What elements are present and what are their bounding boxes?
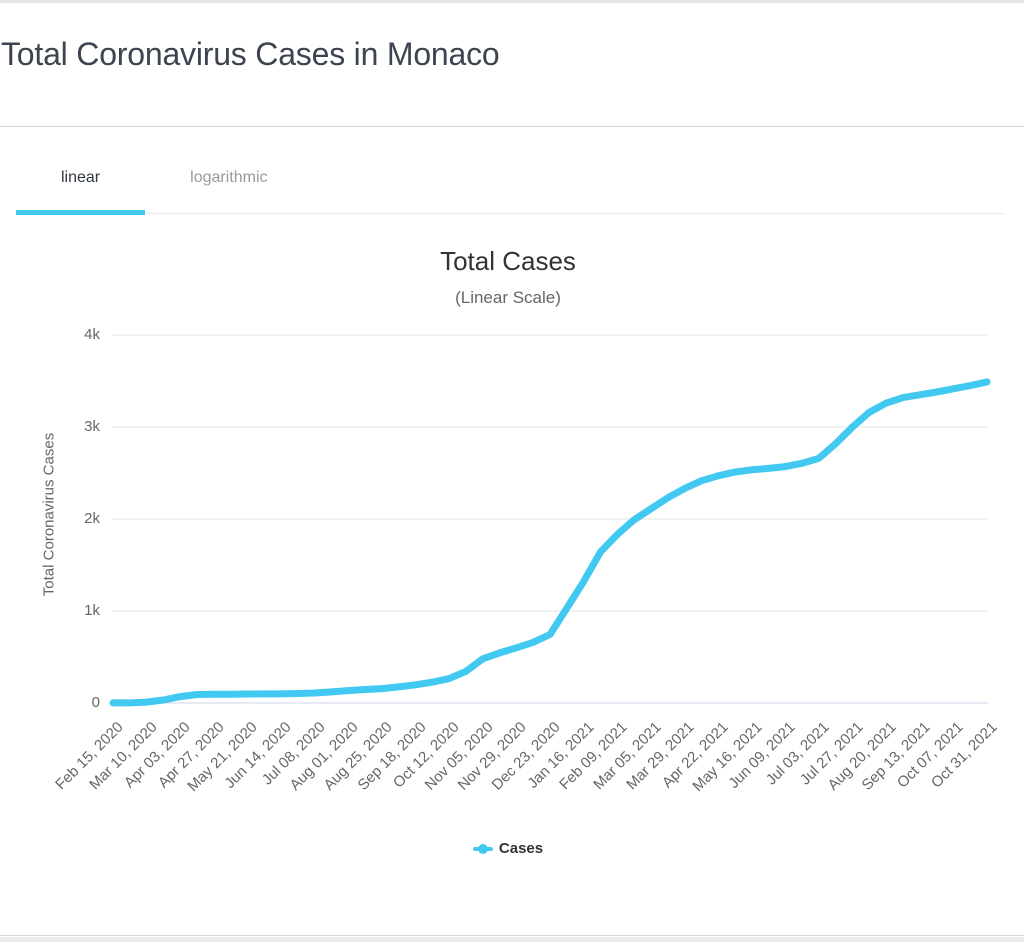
active-tab-underline [16, 210, 146, 215]
y-tick-label: 1k [84, 602, 100, 619]
legend-marker-icon [472, 843, 493, 855]
y-tick-label: 4k [84, 326, 100, 343]
chart-title: Total Cases [440, 246, 576, 276]
legend-item-cases[interactable]: Cases [0, 840, 1016, 857]
y-tick-label: 0 [91, 694, 100, 711]
page-bottom-divider [0, 937, 1024, 942]
y-tick-label: 2k [84, 510, 100, 527]
chart-card [0, 126, 1024, 936]
page-top-divider [0, 0, 1024, 3]
chart-scale-tabs: linear logarithmic [16, 158, 1005, 215]
tab-linear[interactable]: linear [16, 158, 146, 215]
tab-logarithmic[interactable]: logarithmic [145, 158, 312, 213]
legend-label: Cases [498, 840, 544, 857]
chart-subtitle: (Linear Scale) [455, 288, 561, 307]
y-tick-label: 3k [84, 418, 100, 435]
tab-logarithmic-label: logarithmic [190, 169, 268, 186]
tab-linear-label: linear [61, 169, 101, 186]
page-title: Total Coronavirus Cases in Monaco [1, 36, 500, 72]
